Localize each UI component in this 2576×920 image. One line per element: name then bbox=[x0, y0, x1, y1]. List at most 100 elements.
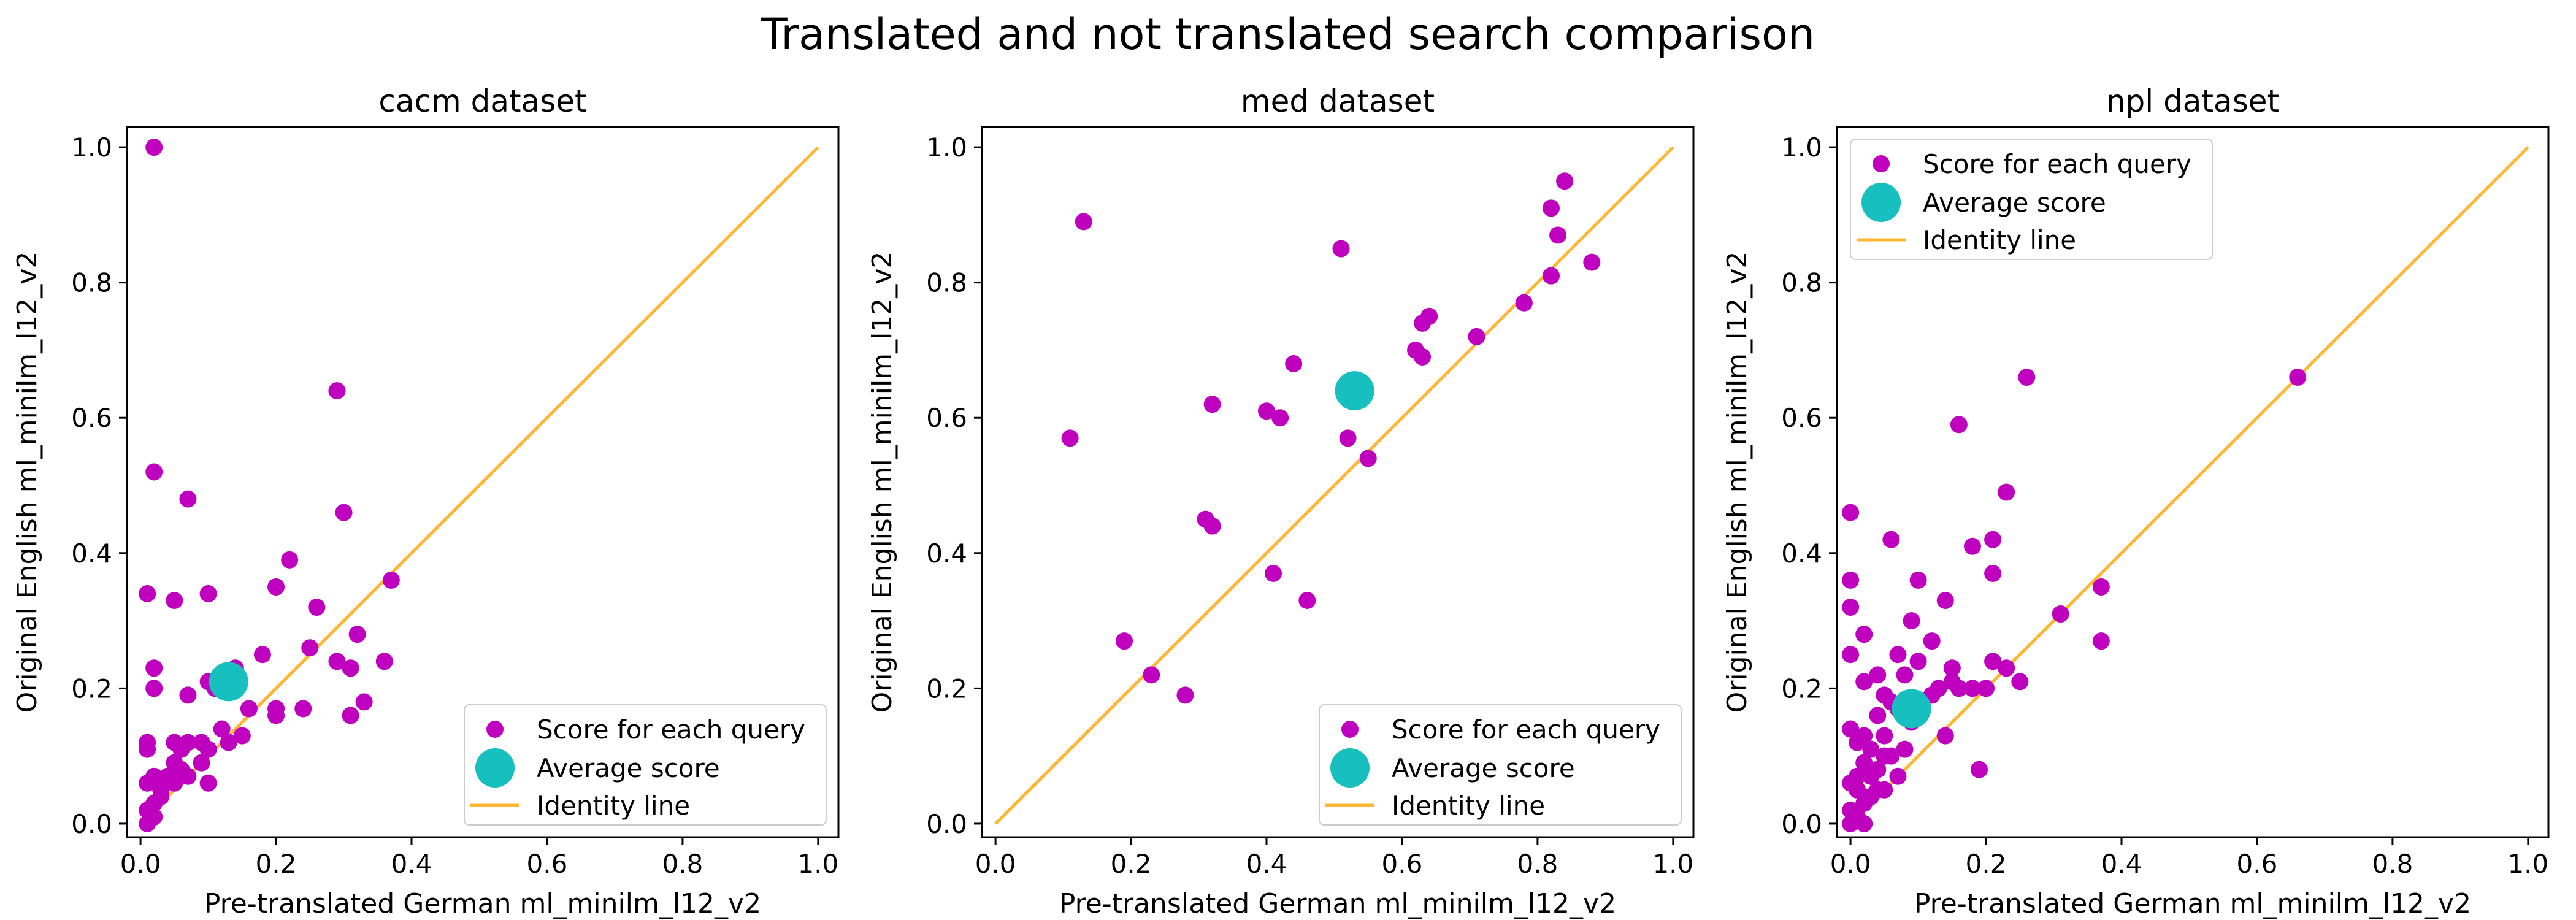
query-point bbox=[139, 815, 156, 832]
y-tick-label: 0.2 bbox=[926, 673, 967, 703]
query-point bbox=[1869, 666, 1887, 684]
query-point bbox=[1842, 646, 1860, 664]
identity-line bbox=[994, 146, 1674, 825]
x-tick-label: 1.0 bbox=[797, 849, 838, 879]
query-point bbox=[1855, 794, 1873, 812]
x-tick-label: 0.4 bbox=[2101, 849, 2142, 879]
query-point bbox=[253, 646, 271, 664]
query-point bbox=[139, 740, 156, 758]
x-tick-label: 0.6 bbox=[527, 849, 568, 879]
panel-1: 0.0 0.2 0.4 0.6 0.8 1.0 0.0 0.2 0.4 0.6 0.8 1.0 cacm… bbox=[12, 83, 840, 919]
x-tick-label: 0.2 bbox=[1966, 849, 2007, 879]
y-tick-label: 0.4 bbox=[1781, 539, 1822, 569]
x-tick-label: 0.4 bbox=[1246, 849, 1287, 879]
x-tick-label: 0.0 bbox=[975, 849, 1016, 879]
query-point bbox=[220, 734, 237, 751]
query-point bbox=[2289, 369, 2307, 386]
query-point bbox=[179, 490, 197, 508]
legend-average-marker bbox=[475, 748, 515, 788]
query-point bbox=[2011, 673, 2029, 691]
y-tick-label: 1.0 bbox=[71, 132, 112, 163]
query-point bbox=[1855, 754, 1873, 772]
query-point bbox=[1950, 416, 1968, 434]
query-point bbox=[1862, 767, 1880, 785]
query-point bbox=[1116, 632, 1133, 650]
query-point bbox=[1984, 531, 2002, 548]
x-tick-label: 1.0 bbox=[1652, 849, 1693, 879]
query-point bbox=[213, 720, 231, 738]
y-axis-label: Original English ml_minilm_l12_v2 bbox=[867, 251, 898, 713]
query-point bbox=[1075, 213, 1092, 231]
x-tick-label: 0.0 bbox=[1830, 849, 1871, 879]
average-point bbox=[209, 662, 248, 702]
query-point bbox=[1984, 653, 2002, 670]
legend-query-marker bbox=[1341, 721, 1359, 738]
query-point bbox=[1332, 240, 1350, 258]
query-point bbox=[1971, 761, 1988, 778]
legend-box bbox=[1319, 704, 1682, 826]
query-point bbox=[1203, 396, 1221, 413]
query-point bbox=[348, 626, 366, 643]
query-point bbox=[1271, 409, 1289, 427]
y-tick-label: 0.6 bbox=[71, 403, 112, 433]
query-point bbox=[308, 599, 326, 616]
x-tick-label: 0.8 bbox=[2372, 849, 2413, 879]
query-point bbox=[355, 693, 373, 711]
legend: Score for each query Average score Identit… bbox=[1850, 139, 2213, 260]
query-point bbox=[1176, 686, 1194, 704]
legend: Score for each query Average score Identit… bbox=[1319, 704, 1682, 826]
query-point bbox=[1998, 483, 2015, 501]
legend-average-label: Average score bbox=[537, 753, 720, 783]
x-tick-label: 0.4 bbox=[391, 849, 432, 879]
query-point bbox=[240, 700, 258, 718]
query-point bbox=[1359, 450, 1377, 467]
query-point bbox=[335, 504, 353, 521]
x-tick-label: 0.2 bbox=[1111, 849, 1152, 879]
query-point bbox=[1855, 626, 1873, 643]
legend-identity-label: Identity line bbox=[1392, 791, 1545, 821]
legend-average-marker bbox=[1861, 183, 1901, 222]
legend-query-label: Score for each query bbox=[1923, 149, 2191, 179]
query-point bbox=[294, 700, 312, 718]
query-point bbox=[1909, 653, 1927, 670]
legend: Score for each query Average score Identit… bbox=[464, 704, 827, 826]
query-point bbox=[166, 592, 183, 609]
query-point bbox=[1143, 666, 1160, 684]
average-point bbox=[1335, 371, 1374, 411]
query-point bbox=[179, 767, 197, 785]
query-point bbox=[1984, 564, 2002, 582]
legend-average-label: Average score bbox=[1392, 753, 1575, 783]
query-point bbox=[166, 774, 183, 792]
query-point bbox=[1515, 294, 1533, 312]
query-point bbox=[382, 571, 400, 589]
query-point bbox=[1896, 666, 1914, 684]
query-point bbox=[1549, 226, 1567, 244]
query-point bbox=[1265, 564, 1282, 582]
query-point bbox=[1855, 815, 1873, 832]
panel-3: 0.0 0.2 0.4 0.6 0.8 1.0 0.0 0.2 0.4 0.6 0.8 1.0 npl … bbox=[1722, 83, 2550, 919]
query-point bbox=[1936, 592, 1954, 609]
query-point bbox=[1998, 659, 2015, 677]
y-tick-label: 0.4 bbox=[926, 539, 967, 569]
query-point bbox=[1889, 646, 1907, 664]
query-point bbox=[1203, 517, 1221, 535]
query-point bbox=[145, 680, 163, 697]
plot-content bbox=[1842, 146, 2529, 832]
query-point bbox=[1862, 740, 1880, 758]
query-point bbox=[1855, 727, 1873, 745]
query-point bbox=[179, 734, 197, 751]
query-point bbox=[1468, 328, 1485, 345]
y-tick-label: 0.6 bbox=[926, 403, 967, 433]
query-point bbox=[1842, 571, 1860, 589]
y-tick-label: 1.0 bbox=[1781, 132, 1822, 163]
y-tick-label: 1.0 bbox=[926, 132, 967, 163]
query-point bbox=[1909, 571, 1927, 589]
figure-suptitle: Translated and not translated search com… bbox=[761, 9, 1815, 59]
query-point bbox=[199, 740, 217, 758]
x-tick-label: 0.8 bbox=[662, 849, 703, 879]
panel-2: 0.0 0.2 0.4 0.6 0.8 1.0 0.0 0.2 0.4 0.6 0.8 1.0 med … bbox=[867, 83, 1695, 919]
query-point bbox=[342, 659, 359, 677]
legend-average-marker bbox=[1330, 748, 1370, 788]
query-point bbox=[139, 774, 156, 792]
